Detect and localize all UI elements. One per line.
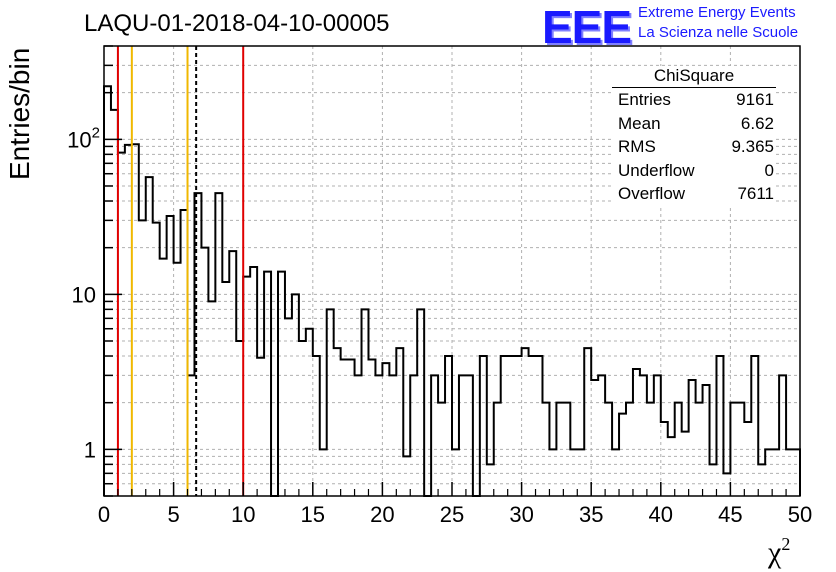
x-tick-label: 50 xyxy=(788,502,812,527)
x-tick-label: 35 xyxy=(579,502,603,527)
x-axis-label: χ2 xyxy=(768,534,791,569)
chart-title: LAQU-01-2018-04-10-00005 xyxy=(84,10,390,37)
x-tick-label: 25 xyxy=(440,502,464,527)
stats-label: RMS xyxy=(618,137,656,156)
x-tick-label: 30 xyxy=(509,502,533,527)
y-tick-label: 102 xyxy=(67,124,100,152)
x-tick-label: 10 xyxy=(231,502,255,527)
y-tick-label: 10 xyxy=(72,282,96,307)
stats-value: 9.365 xyxy=(731,137,774,156)
x-tick-label: 5 xyxy=(167,502,179,527)
stats-value: 0 xyxy=(764,160,774,180)
y-axis: 1 10 102 xyxy=(67,45,122,497)
stats-value: 9161 xyxy=(736,90,774,109)
x-tick-label: 20 xyxy=(370,502,394,527)
stats-value: 6.62 xyxy=(740,113,774,133)
stats-label: Underflow xyxy=(618,160,695,180)
logo-caption-line1: Extreme Energy Events xyxy=(638,4,796,21)
stats-label: Entries xyxy=(618,90,671,109)
eee-logo: EEE xyxy=(542,1,632,53)
x-axis: 0 5 10 15 20 25 30 35 40 45 50 xyxy=(98,482,812,527)
y-tick-label: 1 xyxy=(84,437,96,462)
stats-value: 7611 xyxy=(737,184,774,203)
stats-row-overflow: Overflow 7611 xyxy=(612,182,776,206)
x-tick-label: 0 xyxy=(98,502,110,527)
reference-lines xyxy=(116,46,245,496)
x-tick-label: 40 xyxy=(649,502,673,527)
stats-title: ChiSquare xyxy=(612,66,776,88)
x-tick-label: 15 xyxy=(301,502,325,527)
y-axis-label: Entries/bin xyxy=(4,47,35,180)
histogram-series xyxy=(103,85,801,497)
stats-row-rms: RMS 9.365 xyxy=(612,135,776,159)
x-tick-label: 45 xyxy=(718,502,742,527)
stats-label: Overflow xyxy=(618,184,686,203)
stats-label: Mean xyxy=(618,113,661,133)
stats-box: ChiSquare Entries 9161 Mean 6.62 RMS 9.3… xyxy=(612,66,776,206)
logo-caption: Extreme Energy Events La Scienza nelle S… xyxy=(638,3,798,43)
histogram-outline xyxy=(103,85,801,497)
logo-caption-line2: La Scienza nelle Scuole xyxy=(638,24,799,41)
stats-row-mean: Mean 6.62 xyxy=(612,112,776,136)
stats-row-entries: Entries 9161 xyxy=(612,88,776,112)
stats-row-underflow: Underflow 0 xyxy=(612,159,776,183)
